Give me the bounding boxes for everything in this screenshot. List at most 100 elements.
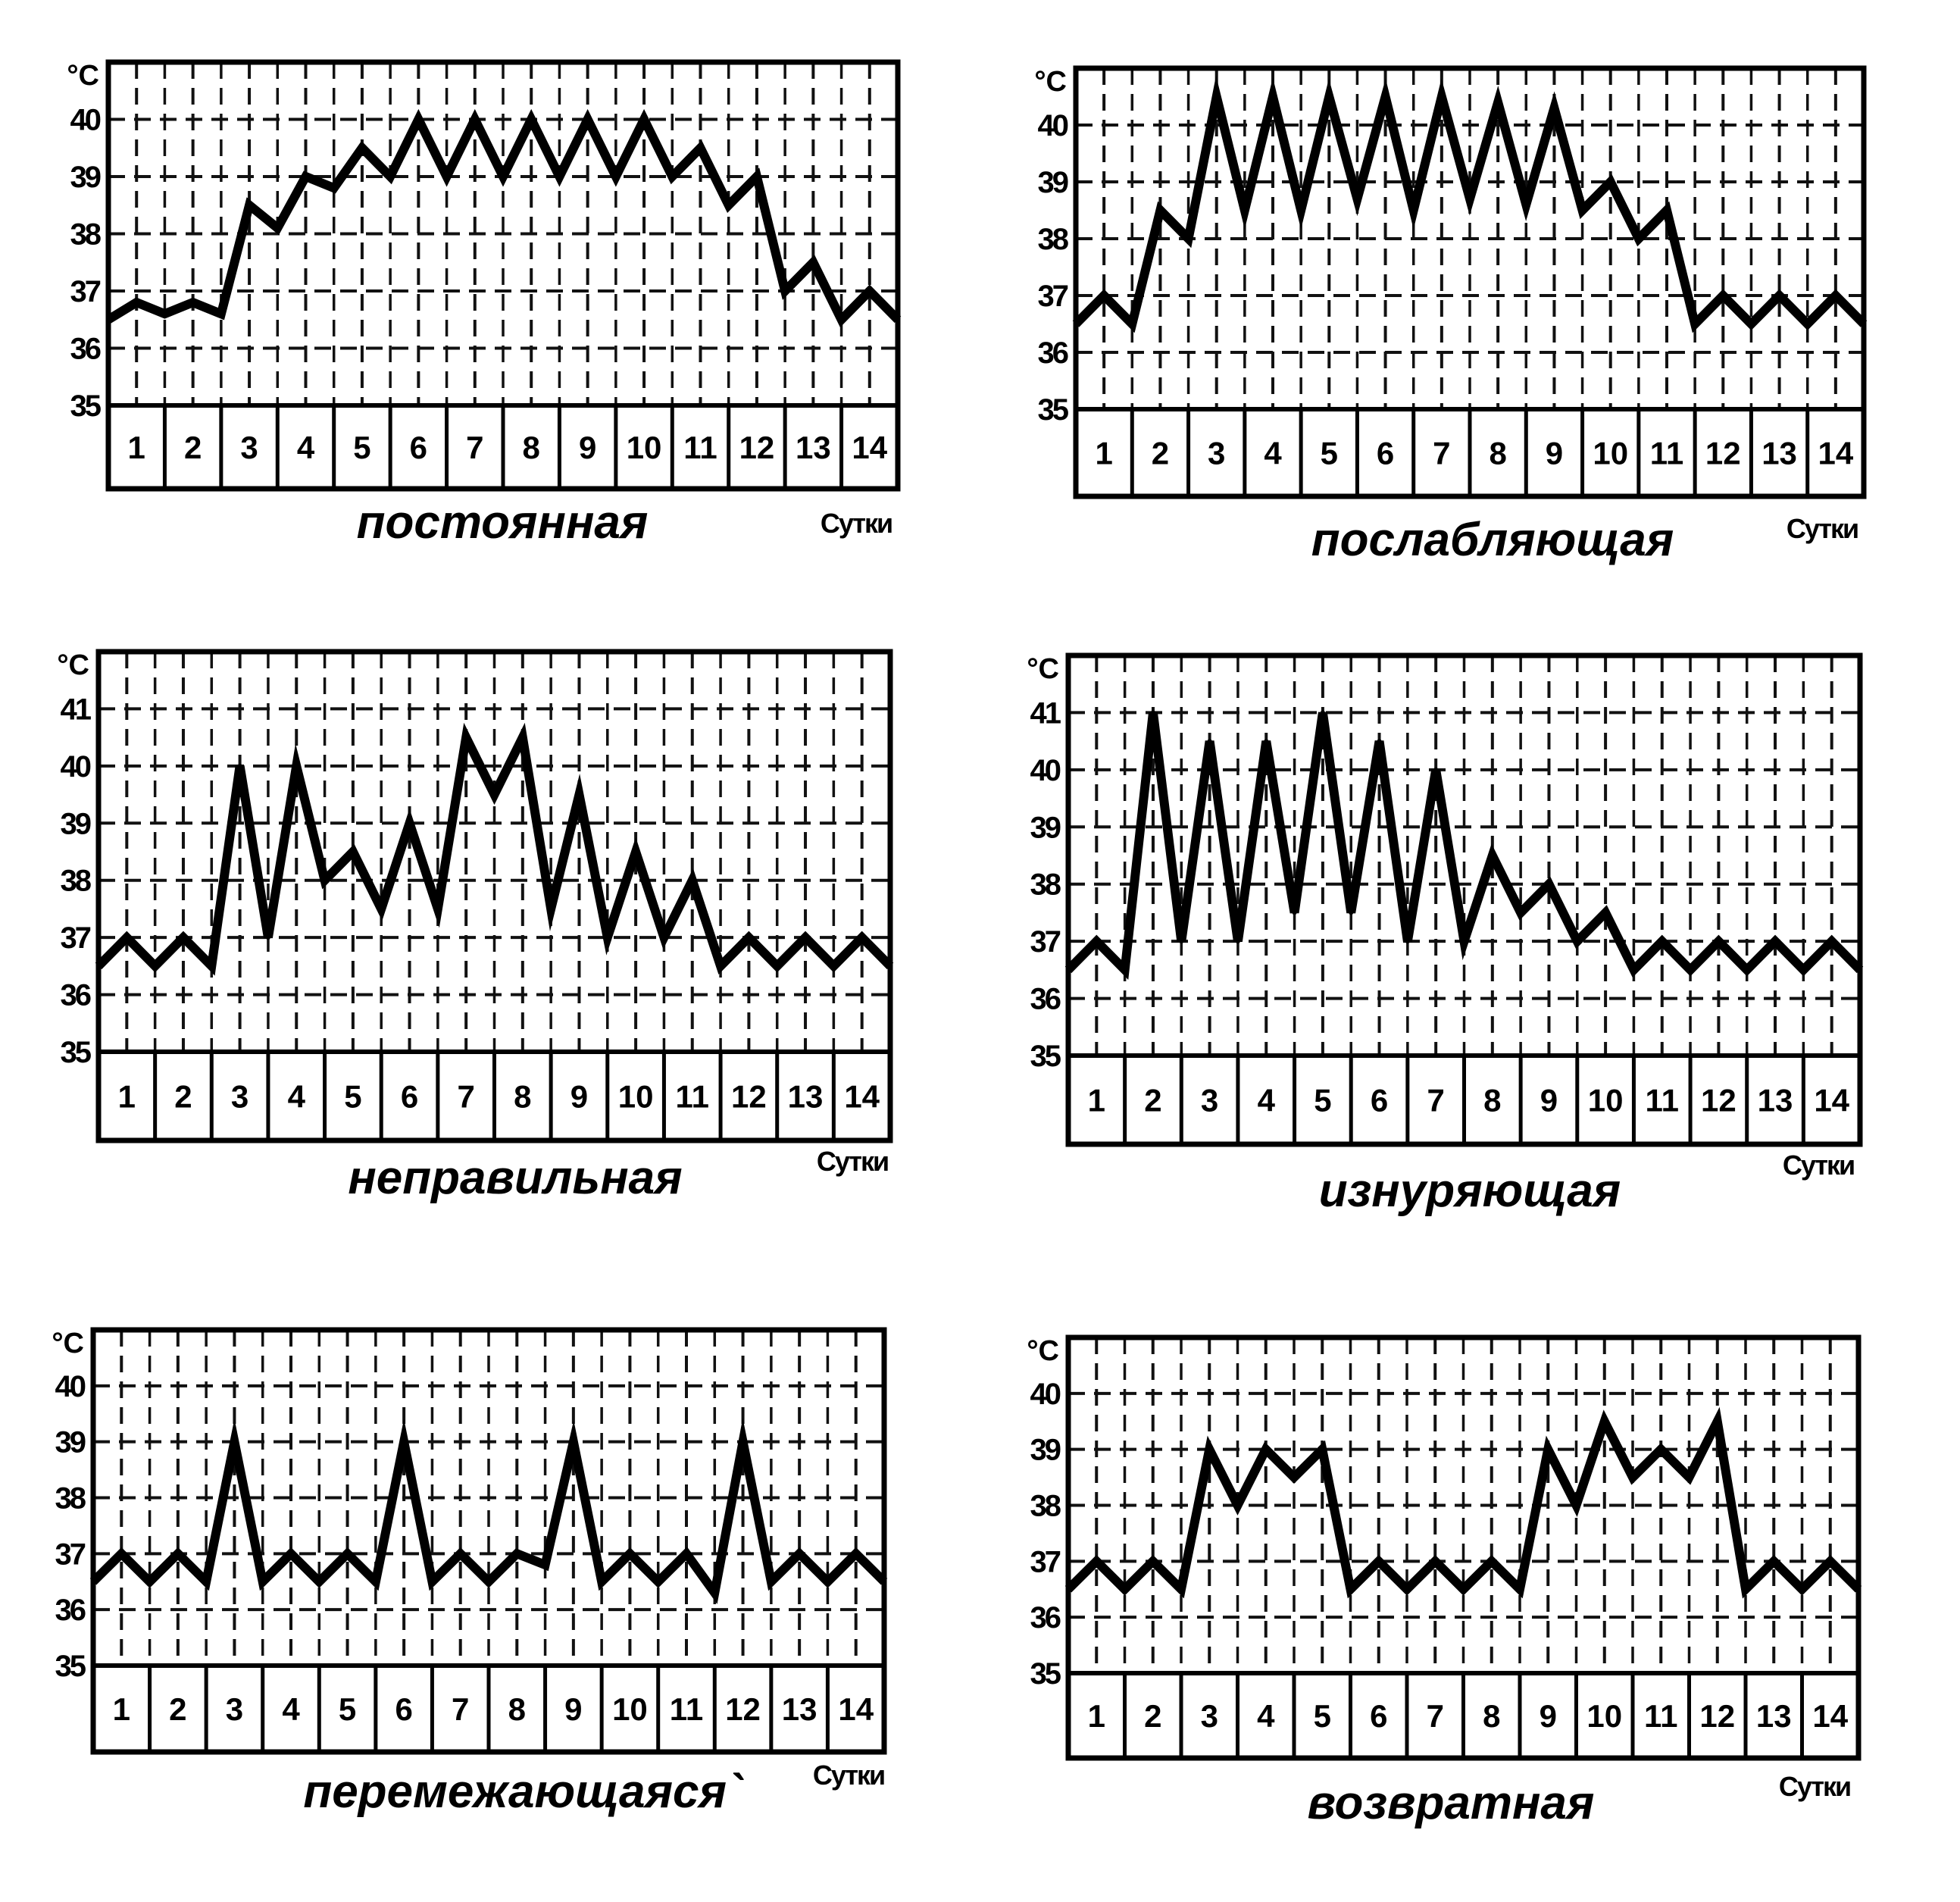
x-tick-label: 6 [395, 1691, 412, 1727]
temperature-point [1636, 236, 1641, 241]
temperature-point [152, 963, 158, 968]
x-tick-label: 5 [1314, 1083, 1331, 1118]
x-tick-label: 9 [1540, 1083, 1558, 1118]
y-tick-label: 38 [1030, 1490, 1061, 1523]
temperature-point [379, 906, 384, 912]
x-axis-label: Сутки [1779, 1771, 1850, 1802]
x-tick-label: 3 [1208, 436, 1225, 471]
temperature-point [1658, 1447, 1664, 1452]
x-tick-label: 13 [796, 430, 831, 465]
temperature-point [1461, 1587, 1466, 1592]
temperature-point [218, 311, 224, 317]
y-axis-unit: °С [1027, 653, 1059, 685]
temperature-point [190, 300, 195, 305]
y-axis-unit: °С [57, 649, 89, 681]
x-tick-label: 2 [184, 430, 202, 465]
x-tick-label: 3 [231, 1079, 249, 1115]
temperature-point [416, 117, 421, 122]
chart-1: 1 2 3 4 5 6 7 8 9 10 11 12 13 14353637383940°ССуткипо… [67, 59, 902, 549]
x-tick-label: 14 [844, 1079, 880, 1115]
y-tick-label: 35 [1030, 1040, 1061, 1073]
y-tick-label: 40 [1030, 754, 1061, 787]
x-tick-label: 10 [618, 1079, 654, 1115]
temperature-point [407, 821, 412, 826]
temperature-point [1518, 910, 1524, 915]
temperature-point [1496, 100, 1501, 105]
y-tick-label: 39 [61, 807, 91, 840]
temperature-point [492, 792, 497, 797]
temperature-point [247, 202, 252, 208]
y-tick-label: 40 [70, 104, 101, 137]
temperature-point [661, 935, 667, 940]
chart-3: 1 2 3 4 5 6 7 8 9 10 11 12 13 1435363738394041°ССутки… [57, 649, 894, 1204]
temperature-point [1235, 1503, 1240, 1508]
temperature-point [1777, 293, 1782, 298]
x-tick-label: 11 [1644, 1698, 1677, 1734]
temperature-point [1801, 967, 1806, 972]
temperature-point [1827, 1559, 1833, 1564]
x-tick-label: 13 [782, 1691, 817, 1727]
temperature-point [1659, 939, 1665, 944]
temperature-point [746, 935, 752, 940]
temperature-point [1207, 739, 1212, 744]
x-tick-label: 4 [1264, 436, 1282, 471]
temperature-point [486, 1579, 491, 1584]
x-tick-label: 1 [1088, 1083, 1105, 1118]
x-tick-label: 9 [1546, 436, 1563, 471]
temperature-point [670, 174, 675, 179]
x-tick-label: 4 [288, 1079, 306, 1115]
x-tick-label: 1 [1095, 436, 1112, 471]
temperature-point [1383, 94, 1388, 99]
temperature-point [1186, 236, 1191, 241]
temperature-point [435, 906, 440, 912]
temperature-point [1580, 208, 1585, 213]
y-tick-label: 36 [70, 333, 101, 366]
temperature-point [1130, 321, 1135, 327]
y-tick-label: 38 [70, 218, 102, 252]
y-tick-label: 38 [1038, 223, 1069, 256]
x-tick-label: 11 [670, 1691, 703, 1727]
temperature-point [1349, 910, 1354, 915]
temperature-point [633, 849, 639, 854]
temperature-point [1829, 939, 1834, 944]
temperature-point [388, 174, 393, 179]
temperature-point [1348, 1587, 1353, 1592]
y-tick-label: 40 [1038, 109, 1068, 142]
temperature-point [655, 1579, 661, 1584]
temperature-point [712, 1591, 717, 1596]
temperature-point [1179, 1587, 1183, 1592]
temperature-point [106, 317, 111, 322]
x-tick-label: 6 [401, 1079, 418, 1115]
temperature-point [1376, 1559, 1381, 1564]
chart-title: постоянная [357, 496, 649, 549]
x-tick-label: 11 [1646, 1083, 1679, 1118]
x-tick-label: 3 [240, 430, 258, 465]
x-tick-label: 5 [353, 430, 370, 465]
temperature-point [1858, 967, 1862, 972]
temperature-point [520, 735, 525, 740]
y-tick-label: 36 [1030, 983, 1061, 1016]
x-tick-label: 8 [1483, 1698, 1500, 1734]
temperature-point [1158, 208, 1163, 213]
temperature-point [91, 1579, 95, 1584]
x-axis-label: Сутки [813, 1760, 884, 1791]
x-tick-label: 1 [113, 1691, 130, 1727]
x-tick-label: 13 [1756, 1698, 1792, 1734]
temperature-point [294, 763, 299, 768]
x-tick-label: 9 [564, 1691, 582, 1727]
temperature-point [458, 1551, 463, 1556]
y-tick-label: 39 [1030, 811, 1061, 844]
temperature-point [1439, 94, 1444, 99]
y-tick-label: 39 [70, 161, 101, 194]
temperature-point [1094, 939, 1099, 944]
temperature-point [1235, 939, 1240, 944]
temperature-point [1405, 939, 1410, 944]
x-tick-label: 12 [731, 1079, 767, 1115]
x-axis-label: Сутки [821, 508, 892, 539]
temperature-point [1122, 1587, 1127, 1592]
temperature-point [1150, 710, 1155, 715]
temperature-line [95, 722, 894, 976]
temperature-point [529, 117, 534, 122]
temperature-point [585, 117, 590, 122]
y-tick-label: 38 [55, 1482, 86, 1516]
